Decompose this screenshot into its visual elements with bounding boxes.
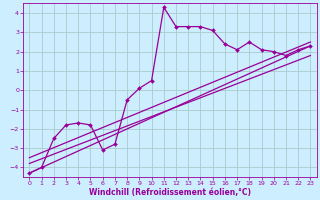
- X-axis label: Windchill (Refroidissement éolien,°C): Windchill (Refroidissement éolien,°C): [89, 188, 251, 197]
